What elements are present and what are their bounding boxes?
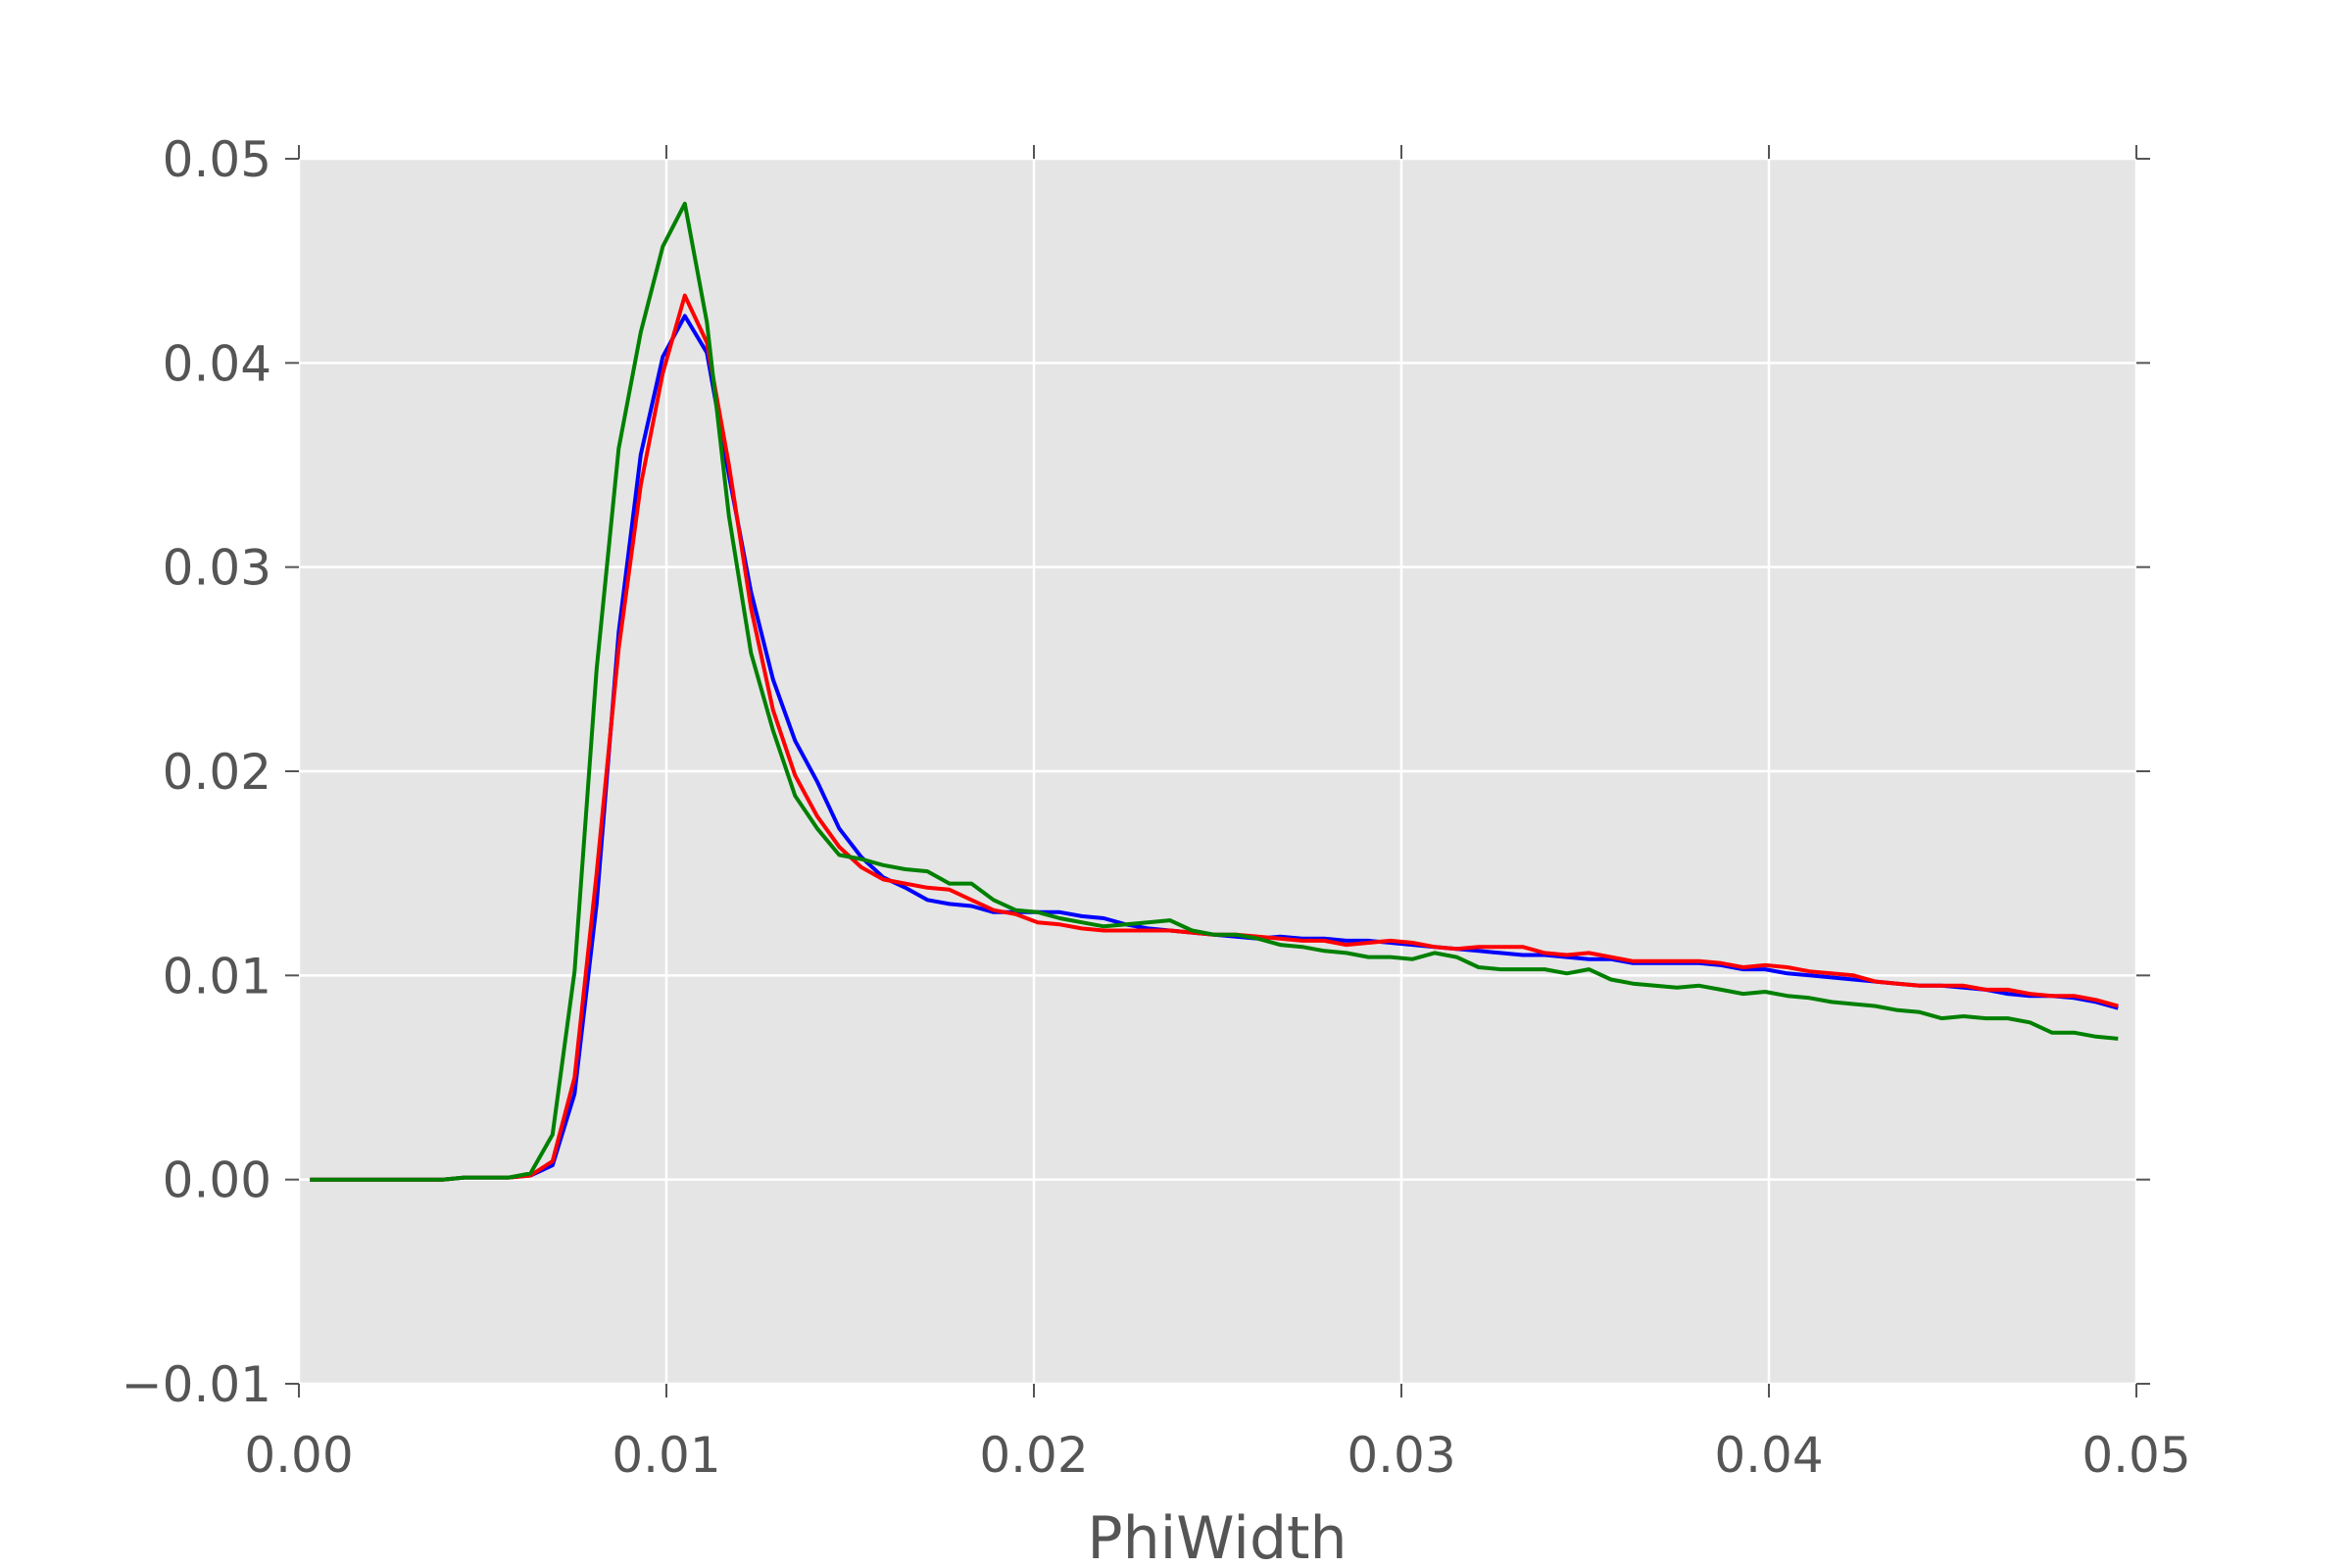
y-tick-label: 0.01 — [163, 948, 271, 1004]
x-tick-label: 0.03 — [1347, 1427, 1455, 1484]
series-line — [310, 201, 2119, 1182]
x-axis-label: PhiWidth — [1087, 1504, 1347, 1568]
x-tick-label: 0.02 — [979, 1427, 1088, 1484]
y-tick-label: 0.04 — [163, 335, 271, 392]
x-tick-label: 0.01 — [612, 1427, 720, 1484]
y-tick-label: 0.05 — [163, 131, 271, 188]
y-tick-label: −0.01 — [122, 1356, 271, 1413]
x-tick-label: 0.05 — [2082, 1427, 2190, 1484]
x-tick-label: 0.00 — [244, 1427, 353, 1484]
y-tick-label: 0.00 — [163, 1152, 271, 1209]
y-tick-label: 0.02 — [163, 744, 271, 801]
y-tick-label: 0.03 — [163, 540, 271, 597]
x-tick-label: 0.04 — [1714, 1427, 1823, 1484]
